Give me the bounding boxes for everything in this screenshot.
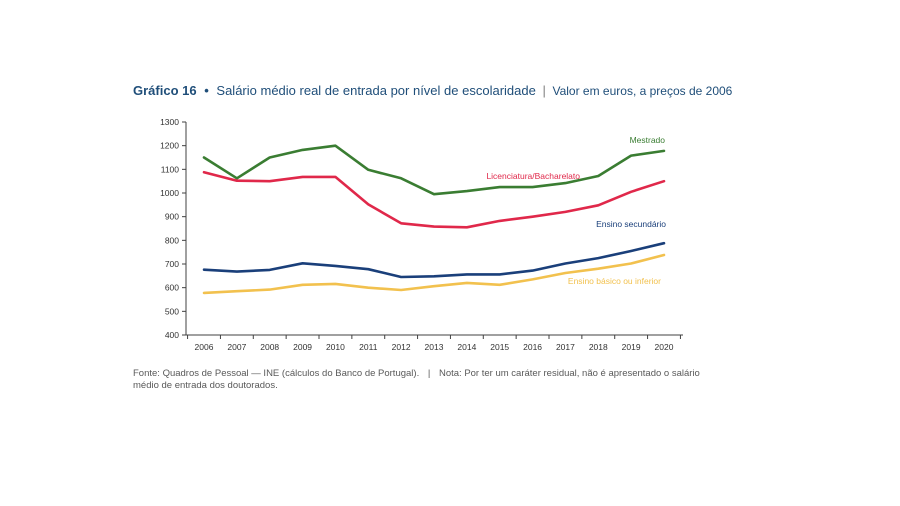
x-tick-label: 2019 (622, 342, 641, 352)
y-tick-label: 400 (165, 330, 179, 340)
y-tick-label: 1200 (160, 141, 179, 151)
x-tick-label: 2017 (556, 342, 575, 352)
y-tick-label: 500 (165, 306, 179, 316)
series-label: Mestrado (630, 135, 666, 145)
series-line-ensino-secund-rio (202, 241, 666, 279)
x-tick-label: 2020 (655, 342, 674, 352)
chart-axes (185, 122, 683, 336)
footer-separator: | (427, 368, 431, 379)
chart-footer: Fonte: Quadros de Pessoal — INE (cálculo… (133, 368, 713, 392)
x-tick-label: 2013 (425, 342, 444, 352)
series-line-ensino-b-sico-ou-inferior (202, 253, 666, 295)
x-tick-label: 2012 (392, 342, 411, 352)
series-label: Ensino secundário (596, 219, 666, 229)
footer-note: Nota: Por ter um caráter residual, não é… (133, 368, 700, 391)
x-tick-label: 2008 (260, 342, 279, 352)
y-tick-label: 1100 (161, 164, 180, 174)
footer-source: Fonte: Quadros de Pessoal — INE (cálculo… (133, 368, 420, 379)
y-tick-label: 1000 (160, 188, 179, 198)
x-tick-label: 2015 (490, 342, 509, 352)
chart-series (202, 144, 666, 295)
title-subtitle: Valor em euros, a preços de 2006 (552, 84, 733, 98)
title-separator: | (542, 83, 546, 98)
y-tick-label: 700 (165, 259, 179, 269)
figure-number: Gráfico 16 (133, 83, 197, 98)
series-label: Licenciatura/Bacharelato (486, 171, 580, 181)
y-tick-label: 1300 (160, 117, 179, 127)
y-tick-label: 800 (165, 235, 179, 245)
x-tick-label: 2009 (293, 342, 312, 352)
y-tick-label: 600 (165, 283, 179, 293)
chart-series-labels: Mestrado Licenciatura/Bacharelato Ensino s… (486, 135, 666, 286)
chart-title: Gráfico 16 • Salário médio real de entra… (133, 83, 732, 98)
title-main: Salário médio real de entrada por nível … (216, 83, 536, 98)
x-tick-label: 2014 (457, 342, 476, 352)
chart-ticks: 400 500 600 700 800 900 1000 1100 1200 1300 2006 20… (160, 117, 681, 352)
series-line-mestrado (202, 144, 666, 196)
x-tick-label: 2018 (589, 342, 608, 352)
x-tick-label: 2010 (326, 342, 345, 352)
y-tick-label: 900 (165, 212, 179, 222)
x-tick-label: 2007 (227, 342, 246, 352)
title-bullet: • (204, 83, 209, 98)
series-line-licenciatura-bacharelato (202, 170, 666, 229)
x-tick-label: 2006 (195, 342, 214, 352)
series-label: Ensino básico ou inferior (568, 276, 661, 286)
x-tick-label: 2011 (359, 342, 378, 352)
x-tick-label: 2016 (523, 342, 542, 352)
